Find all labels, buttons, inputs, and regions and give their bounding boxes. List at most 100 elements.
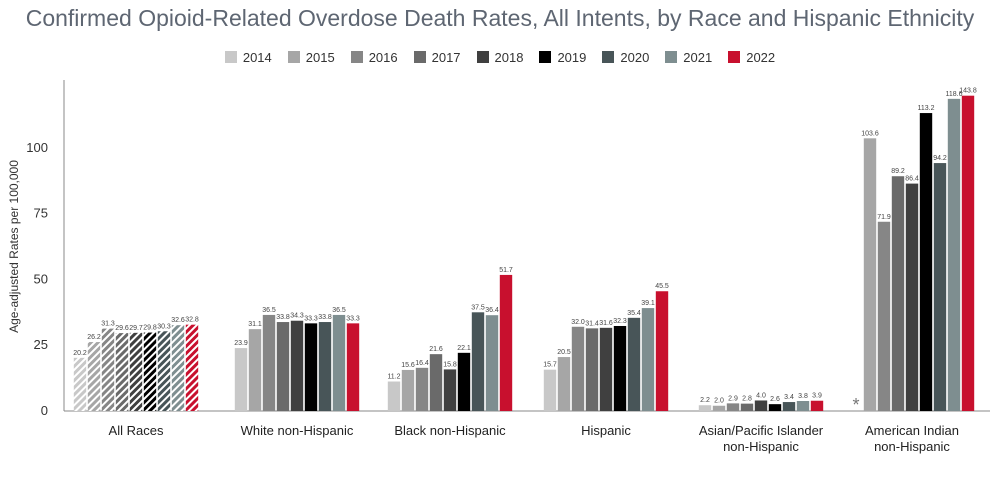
data-label: 36.5 (262, 307, 276, 314)
not-available-marker: * (852, 395, 859, 415)
data-label: 32.3 (613, 318, 627, 325)
legend-item-2014: 2014 (224, 49, 272, 65)
bar-2020 (471, 312, 485, 411)
data-label: 34.3 (290, 313, 304, 320)
data-label: 20.2 (73, 350, 87, 357)
data-label: 29.8 (143, 325, 157, 332)
bar-2015 (863, 138, 877, 411)
bar-2022 (961, 95, 975, 411)
data-label: 31.1 (248, 321, 262, 328)
bar-2018 (905, 183, 919, 411)
data-label: 29.7 (129, 325, 143, 332)
legend-item-2016: 2016 (350, 49, 398, 65)
category-label: Black non-Hispanic (394, 423, 506, 438)
bar-2022 (655, 291, 669, 411)
data-label: 2.0 (714, 398, 724, 405)
y-tick-label: 50 (34, 271, 48, 286)
bar-2019 (768, 404, 782, 411)
data-label: 3.8 (798, 393, 808, 400)
legend-label: 2020 (620, 49, 650, 65)
data-label: 37.5 (471, 304, 485, 311)
bar-2019 (919, 113, 933, 411)
data-label: 3.9 (812, 393, 822, 400)
data-label: 3.4 (784, 394, 794, 401)
bar-2016 (726, 403, 740, 411)
bar-2014 (543, 369, 557, 411)
bar-2017 (585, 328, 599, 411)
y-tick-label: 0 (41, 403, 48, 418)
legend-item-2017: 2017 (413, 49, 461, 65)
data-label: 33.3 (346, 315, 360, 322)
bar-2015 (557, 357, 571, 411)
data-label: 33.8 (276, 314, 290, 321)
legend-swatch (665, 51, 678, 63)
data-label: 16.4 (415, 360, 429, 367)
legend-label: 2014 (242, 49, 272, 65)
data-label: 32.8 (185, 317, 199, 324)
legend-label: 2015 (305, 49, 335, 65)
data-label: 71.9 (877, 214, 891, 221)
bar-2022 (810, 400, 824, 411)
bar-2014 (698, 405, 712, 411)
data-label: 143.8 (959, 88, 977, 95)
data-label: 89.2 (891, 168, 905, 175)
bar-2021 (947, 98, 961, 412)
legend-label: 2017 (431, 49, 461, 65)
bar-2021 (641, 308, 655, 411)
legend-item-2018: 2018 (476, 50, 523, 65)
category-label: Asian/Pacific Islander (699, 423, 824, 438)
data-label: 113.2 (918, 105, 935, 112)
legend-item-2021: 2021 (665, 50, 712, 65)
data-label: 29.6 (115, 325, 129, 332)
data-label: 33.3 (304, 315, 318, 322)
bar-2020 (782, 402, 796, 411)
data-label: 86.4 (905, 176, 919, 183)
bar-2021 (796, 400, 810, 411)
data-label: 45.5 (655, 283, 669, 290)
data-label: 33.8 (318, 314, 332, 321)
data-label: 26.2 (87, 334, 101, 341)
bar-2018 (754, 400, 768, 411)
chart-title: Confirmed Opioid-Related Overdose Death … (25, 5, 975, 31)
data-label: 31.3 (101, 321, 115, 328)
bar-2020 (318, 322, 332, 411)
bar-2022 (499, 274, 513, 411)
data-label: 36.5 (332, 307, 346, 314)
category-label: American Indian (865, 423, 959, 438)
bar-2020 (933, 163, 947, 411)
legend-item-2022: 2022 (728, 50, 775, 65)
bar-2017 (740, 403, 754, 411)
data-label: 2.2 (700, 397, 710, 404)
bar-2021 (485, 315, 499, 411)
bar-2016 (571, 326, 585, 411)
legend-label: 2016 (368, 49, 398, 65)
bar-2018 (290, 320, 304, 411)
data-label: 20.5 (557, 349, 571, 356)
data-label: 31.4 (585, 320, 599, 327)
legend-swatch (413, 51, 426, 63)
bar-2022 (185, 324, 199, 411)
bar-2016 (877, 221, 891, 411)
data-label: 35.4 (627, 310, 641, 317)
y-axis-label: Age-adjusted Rates per 100,000 (7, 160, 21, 333)
bar-2017 (115, 333, 129, 411)
bar-2021 (171, 325, 185, 411)
bar-2019 (613, 325, 627, 411)
bar-2018 (599, 327, 613, 411)
legend-label: 2021 (683, 49, 713, 65)
legend-item-2020: 2020 (602, 50, 649, 65)
bar-2019 (457, 352, 471, 411)
bar-2018 (129, 332, 143, 411)
bar-2015 (248, 329, 262, 411)
bar-2017 (429, 354, 443, 411)
data-label: 118.6 (946, 91, 963, 98)
data-label: 32.0 (571, 319, 585, 326)
legend-swatch (539, 51, 552, 63)
bar-2020 (627, 317, 641, 411)
data-label: 15.8 (443, 361, 457, 368)
data-label: 2.9 (728, 395, 738, 402)
y-tick-label: 100 (26, 140, 48, 155)
data-label: 21.6 (429, 346, 443, 353)
bar-2019 (304, 323, 318, 411)
data-label: 11.2 (387, 374, 400, 381)
